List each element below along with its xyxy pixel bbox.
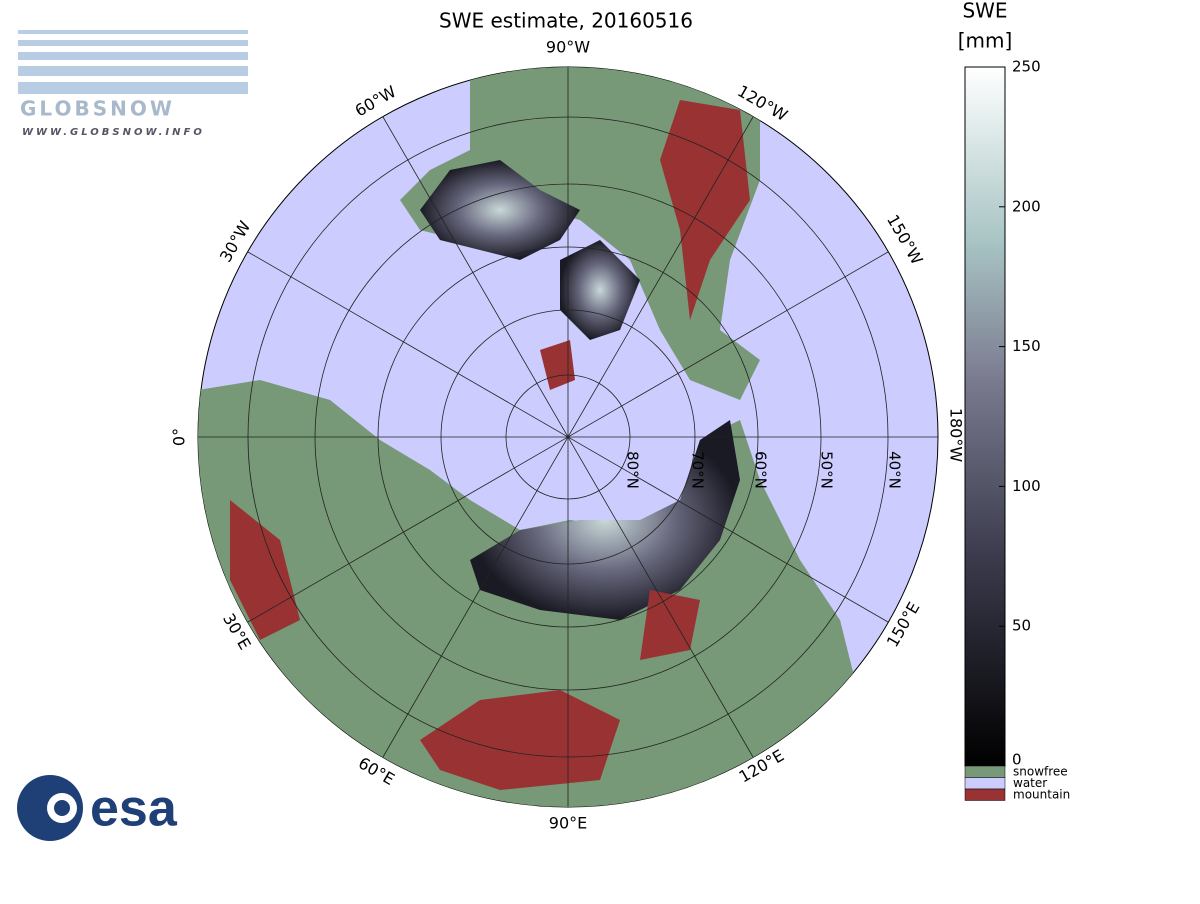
latitude-label: 80°N [624, 451, 642, 489]
logo-text: GLOBSNOW [20, 97, 175, 121]
longitude-label: 0° [170, 428, 189, 446]
longitude-label: 90°E [549, 814, 587, 833]
legend-swatch [964, 765, 1006, 778]
longitude-label: 90°W [546, 38, 590, 57]
logo-url: WWW.GLOBSNOW.INFO [22, 127, 205, 138]
esa-text: esa [90, 780, 178, 838]
legend-label: water [1013, 776, 1047, 790]
legend-swatch [964, 788, 1006, 801]
title: SWE estimate, 20160516 [439, 9, 693, 33]
colorbar-tick-label: 100 [1012, 477, 1041, 495]
colorbar-tick-label: 150 [1012, 337, 1041, 355]
globsnow-logo: GLOBSNOW WWW.GLOBSNOW.INFO [18, 30, 248, 138]
latitude-label: 70°N [689, 451, 707, 489]
legend-label: mountain [1013, 788, 1070, 802]
legend-label: snowfree [1013, 765, 1068, 779]
colorbar-tick-label: 250 [1012, 58, 1041, 76]
colorbar-unit: [mm] [958, 29, 1013, 53]
colorbar-tick-label: 200 [1012, 197, 1041, 215]
longitude-label: 180°W [947, 408, 966, 463]
legend-swatch [964, 777, 1006, 790]
polar-map: 90°W120°W150°W180°W150°E120°E90°E60°E30°… [170, 38, 966, 833]
latitude-label: 40°N [886, 451, 904, 489]
colorbar [964, 66, 1006, 767]
colorbar-tick-label: 50 [1012, 617, 1031, 635]
esa-logo: esa [17, 775, 178, 841]
colorbar-label: SWE [962, 0, 1007, 23]
latitude-label: 50°N [818, 451, 836, 489]
colorbar-tick-label: 0 [1012, 751, 1022, 769]
latitude-label: 60°N [752, 451, 770, 489]
